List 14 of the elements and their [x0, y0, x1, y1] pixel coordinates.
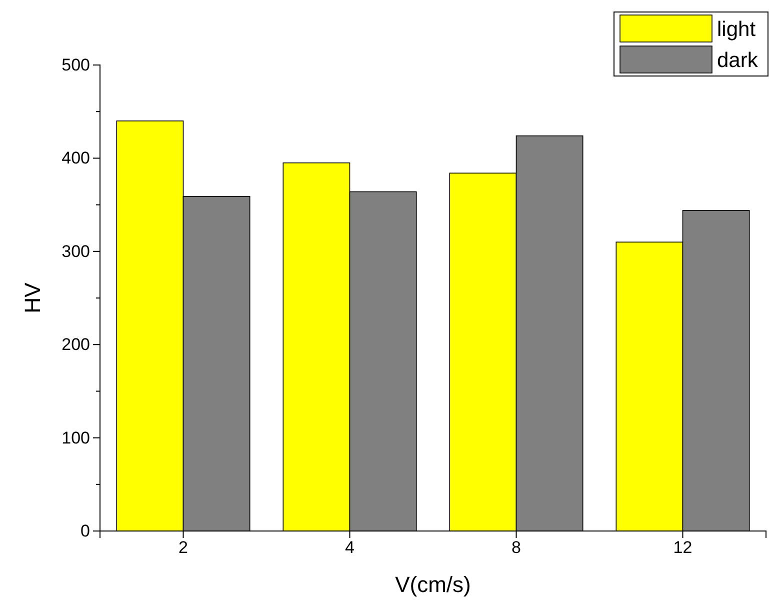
x-tick-label: 12 [673, 538, 692, 558]
x-tick-label: 2 [178, 538, 188, 558]
x-tick-label: 8 [512, 538, 521, 558]
x-tick-label: 4 [345, 538, 354, 558]
y-tick-label: 400 [62, 148, 90, 168]
y-tick-label: 200 [62, 335, 90, 354]
y-tick-label: 100 [62, 428, 90, 448]
x-axis-title: V(cm/s) [395, 572, 471, 597]
legend-label: light [717, 18, 756, 41]
legend-label: dark [717, 49, 758, 72]
y-tick-label: 500 [62, 55, 90, 74]
y-tick-label: 0 [80, 521, 90, 540]
y-tick-label: 300 [62, 242, 90, 261]
y-axis-title: HV [20, 282, 45, 314]
